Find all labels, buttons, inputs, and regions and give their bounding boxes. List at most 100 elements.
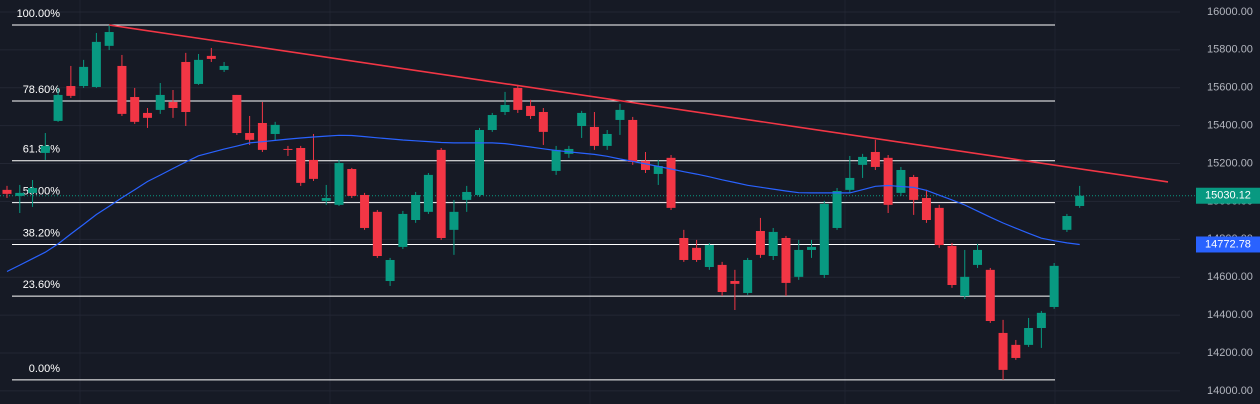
candle-body bbox=[270, 124, 280, 134]
candle-body bbox=[385, 259, 395, 282]
candle-body bbox=[973, 249, 983, 265]
candle-body bbox=[219, 65, 229, 70]
candle-body bbox=[142, 112, 152, 118]
candle-body bbox=[130, 97, 140, 122]
candle-body bbox=[768, 231, 778, 257]
candle-body bbox=[2, 189, 12, 194]
y-tick-label: 15800.00 bbox=[1207, 44, 1253, 56]
candle-body bbox=[398, 213, 408, 247]
candle-body bbox=[462, 191, 472, 200]
candle-body bbox=[283, 148, 293, 150]
candle-body bbox=[947, 245, 957, 285]
candle-body bbox=[602, 133, 612, 146]
candle-body bbox=[257, 122, 267, 150]
candle-body bbox=[538, 111, 548, 132]
candle-body bbox=[985, 269, 995, 322]
candle-body bbox=[1024, 328, 1034, 345]
candle-body bbox=[896, 169, 906, 193]
candle-body bbox=[372, 211, 382, 257]
candle-body bbox=[717, 264, 727, 293]
candle-body bbox=[28, 187, 38, 193]
candle-body bbox=[526, 105, 536, 116]
candle-body bbox=[321, 198, 331, 201]
candle-body bbox=[308, 159, 318, 179]
candle-body bbox=[704, 245, 714, 267]
candle-body bbox=[819, 203, 829, 275]
candle-body bbox=[1011, 344, 1021, 358]
candle-body bbox=[500, 104, 510, 112]
candle-body bbox=[155, 94, 165, 110]
candle-body bbox=[104, 32, 114, 46]
candle-body bbox=[845, 177, 855, 190]
candle-body bbox=[423, 174, 433, 212]
moving-average bbox=[6, 134, 1080, 273]
last-price-label: 15030.12 bbox=[1205, 190, 1251, 202]
candle-body bbox=[53, 94, 63, 121]
candle-body bbox=[628, 119, 638, 163]
fib-label: 38.20% bbox=[23, 227, 61, 239]
y-tick-label: 15400.00 bbox=[1207, 120, 1253, 132]
last-price-box bbox=[1196, 187, 1260, 204]
candle-body bbox=[909, 176, 919, 200]
candle-body bbox=[666, 157, 676, 208]
candle-body bbox=[641, 160, 650, 170]
candle-body bbox=[449, 211, 459, 230]
candle-body bbox=[1075, 195, 1085, 206]
candle-body bbox=[577, 112, 587, 127]
candle-body bbox=[411, 194, 421, 221]
candle-body bbox=[1049, 265, 1059, 307]
ma-price-box bbox=[1196, 236, 1260, 253]
candle-body bbox=[206, 55, 216, 59]
candle-body bbox=[79, 66, 89, 87]
candle-body bbox=[755, 230, 765, 255]
candle-body bbox=[794, 249, 804, 277]
candle-body bbox=[858, 156, 868, 165]
candle-body bbox=[513, 87, 523, 110]
ma-price-label: 14772.78 bbox=[1205, 238, 1251, 250]
y-tick-label: 16000.00 bbox=[1207, 6, 1253, 18]
candle-body bbox=[807, 246, 817, 250]
trend-line bbox=[109, 24, 1169, 183]
candle-body bbox=[1062, 216, 1072, 230]
candle-body bbox=[615, 109, 625, 120]
candle-body bbox=[245, 133, 255, 140]
candle-body bbox=[921, 198, 931, 221]
candle-body bbox=[883, 157, 893, 205]
candle-body bbox=[296, 147, 306, 183]
candle-body bbox=[960, 276, 970, 296]
candle-body bbox=[474, 129, 484, 195]
candle-body bbox=[1036, 312, 1046, 329]
candle-body bbox=[730, 281, 740, 284]
candle-body bbox=[692, 247, 702, 260]
candle-body bbox=[832, 191, 842, 228]
candle-body bbox=[15, 192, 25, 196]
candle-body bbox=[181, 61, 191, 112]
y-tick-label: 15600.00 bbox=[1207, 82, 1253, 94]
candle-body bbox=[679, 238, 689, 260]
candle-body bbox=[551, 149, 561, 171]
fib-label: 78.60% bbox=[23, 84, 61, 96]
candle-body bbox=[436, 149, 446, 239]
candle-body bbox=[232, 94, 242, 134]
y-tick-label: 14600.00 bbox=[1207, 271, 1253, 283]
fib-label: 0.00% bbox=[29, 363, 60, 375]
candle-body bbox=[66, 86, 76, 96]
y-tick-label: 14000.00 bbox=[1207, 385, 1253, 397]
fib-label: 23.60% bbox=[23, 279, 61, 291]
candle-body bbox=[360, 194, 370, 228]
fib-label: 100.00% bbox=[17, 8, 61, 20]
candle-body bbox=[91, 41, 101, 87]
candle-body bbox=[998, 332, 1008, 370]
candle-body bbox=[168, 101, 178, 109]
candle-body bbox=[194, 59, 204, 84]
candle-body bbox=[347, 169, 357, 196]
candle-body bbox=[743, 259, 753, 293]
y-tick-label: 15200.00 bbox=[1207, 157, 1253, 169]
candle-body bbox=[487, 115, 497, 130]
candle-body bbox=[117, 65, 127, 114]
candle-body bbox=[589, 126, 599, 146]
candle-body bbox=[653, 165, 663, 174]
candle-body bbox=[40, 145, 50, 153]
